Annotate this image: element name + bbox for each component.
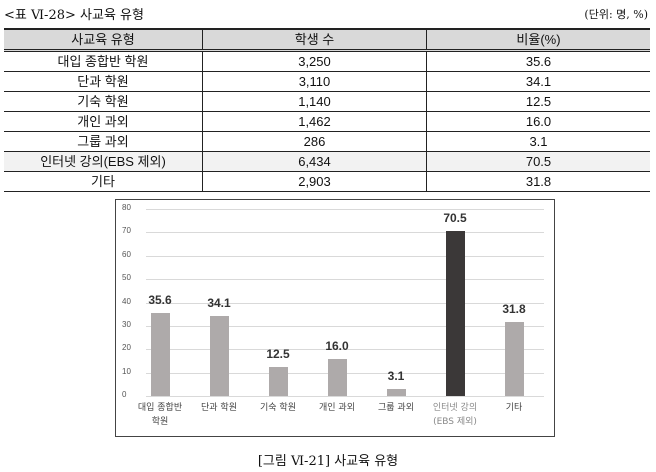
- gridline: [146, 349, 544, 351]
- value-label: 34.1: [207, 296, 231, 311]
- cell-type: 단과 학원: [4, 71, 203, 92]
- header-ratio: 비율(%): [426, 28, 650, 52]
- bar-chart: 0 10 20 30 40 50 60 70 80 35.6 대입 종합반 학원 34.1 단과 학원 1…: [115, 199, 555, 437]
- bar-5: [387, 388, 406, 396]
- y-tick-label: 60: [122, 249, 131, 259]
- cell-students: 286: [202, 131, 427, 152]
- x-axis-label: 인터넷 강의 (EBS 제외): [432, 403, 478, 427]
- cell-students: 2,903: [202, 171, 427, 192]
- y-tick-label: 70: [122, 226, 131, 236]
- x-axis-label: 그룹 과외: [378, 403, 414, 413]
- cell-ratio: 70.5: [426, 151, 650, 172]
- table-header-row: 사교육 유형 학생 수 비율(%): [4, 28, 650, 52]
- unit-label: (단위: 명, %): [584, 8, 648, 21]
- cell-ratio: 3.1: [426, 131, 650, 152]
- header-type: 사교육 유형: [4, 28, 203, 52]
- bar-7: [505, 321, 524, 396]
- private-education-table: 사교육 유형 학생 수 비율(%) 대입 종합반 학원 3,250 35.6 단과 …: [4, 28, 650, 192]
- table-row: 기타 2,903 31.8: [4, 171, 650, 192]
- cell-students: 3,250: [202, 50, 427, 72]
- gridline: [146, 255, 544, 257]
- cell-ratio: 12.5: [426, 91, 650, 112]
- gridline: [146, 209, 544, 210]
- cell-students: 1,140: [202, 91, 427, 112]
- x-axis-label: 기숙 학원: [260, 403, 296, 413]
- y-tick-label: 30: [122, 319, 131, 329]
- cell-ratio: 31.8: [426, 171, 650, 192]
- cell-students: 6,434: [202, 151, 427, 172]
- cell-students: 3,110: [202, 71, 427, 92]
- cell-ratio: 35.6: [426, 50, 650, 72]
- table-title: <표 Ⅵ-28> 사교육 유형: [4, 8, 144, 23]
- value-label: 35.6: [148, 292, 172, 307]
- cell-students: 1,462: [202, 111, 427, 132]
- table-row: 대입 종합반 학원 3,250 35.6: [4, 50, 650, 72]
- gridline: [146, 279, 544, 281]
- table-row: 기숙 학원 1,140 12.5: [4, 91, 650, 112]
- y-tick-label: 20: [122, 343, 131, 353]
- bar-6: [446, 231, 465, 396]
- value-label: 12.5: [266, 346, 290, 361]
- value-label: 70.5: [443, 211, 467, 226]
- gridline: [146, 232, 544, 234]
- x-axis-label: 단과 학원: [201, 403, 237, 413]
- value-label: 3.1: [387, 368, 405, 383]
- table-row-highlighted: 인터넷 강의(EBS 제외) 6,434 70.5: [4, 151, 650, 172]
- x-axis-label: 개인 과외: [319, 403, 355, 413]
- cell-type: 기숙 학원: [4, 91, 203, 112]
- table-row: 그룹 과외 286 3.1: [4, 131, 650, 152]
- cell-type: 인터넷 강의(EBS 제외): [4, 151, 203, 172]
- y-tick-label: 80: [122, 203, 131, 212]
- bar-4: [328, 358, 347, 396]
- gridline: [146, 396, 544, 397]
- value-label: 31.8: [502, 301, 526, 316]
- header-students: 학생 수: [202, 28, 427, 52]
- y-tick-label: 50: [122, 273, 131, 283]
- x-axis-label: 대입 종합반 학원: [137, 403, 183, 427]
- cell-type: 개인 과외: [4, 111, 203, 132]
- bar-1: [151, 312, 170, 396]
- value-label: 16.0: [325, 338, 349, 353]
- x-axis-label: 기타: [505, 403, 523, 413]
- y-tick-label: 40: [122, 296, 131, 306]
- bar-3: [269, 366, 288, 396]
- gridline: [146, 302, 544, 304]
- table-row: 개인 과외 1,462 16.0: [4, 111, 650, 132]
- cell-type: 그룹 과외: [4, 131, 203, 152]
- y-tick-label: 0: [122, 390, 127, 399]
- figure-caption: [그림 Ⅵ-21] 사교육 유형: [257, 454, 399, 469]
- table-row: 단과 학원 3,110 34.1: [4, 71, 650, 92]
- y-tick-label: 10: [122, 366, 131, 376]
- bar-2: [210, 316, 229, 396]
- cell-ratio: 16.0: [426, 111, 650, 132]
- cell-type: 기타: [4, 171, 203, 192]
- cell-type: 대입 종합반 학원: [4, 50, 203, 72]
- gridline: [146, 325, 544, 327]
- cell-ratio: 34.1: [426, 71, 650, 92]
